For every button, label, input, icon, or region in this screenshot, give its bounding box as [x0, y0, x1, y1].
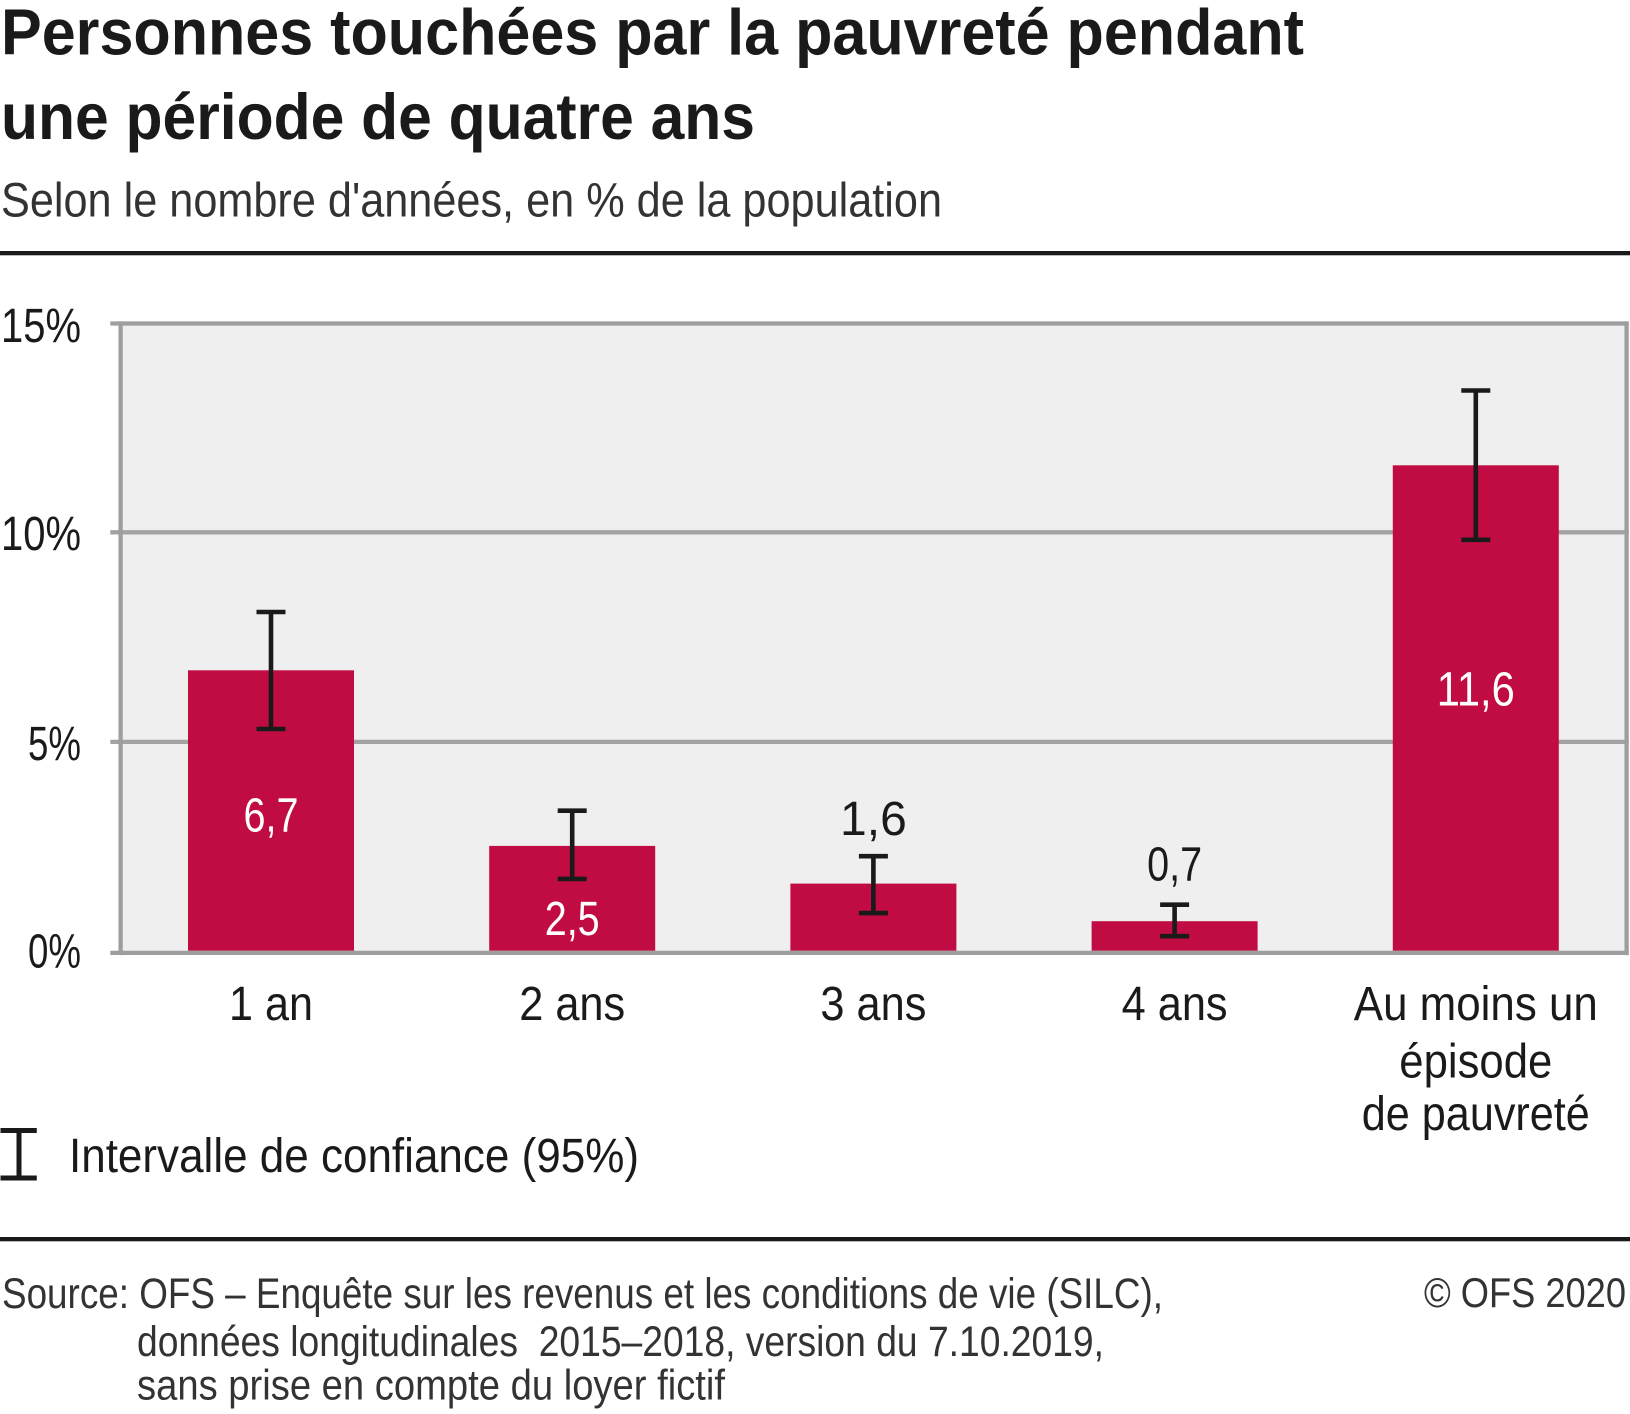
svg-text:15%: 15% — [1, 300, 81, 353]
svg-text:1 an: 1 an — [229, 978, 313, 1031]
svg-text:2,5: 2,5 — [545, 893, 600, 946]
svg-text:données longitudinales 2015–2: données longitudinales 2015–2018, versio… — [137, 1318, 1104, 1366]
svg-text:Intervalle de confiance (95%): Intervalle de confiance (95%) — [69, 1130, 639, 1183]
svg-text:épisode: épisode — [1399, 1036, 1552, 1089]
svg-text:sans prise en compte du loyer: sans prise en compte du loyer fictif — [137, 1362, 726, 1410]
svg-text:10%: 10% — [1, 508, 81, 561]
svg-text:Au moins un: Au moins un — [1354, 978, 1598, 1031]
svg-text:0,7: 0,7 — [1147, 839, 1202, 892]
svg-text:0%: 0% — [28, 926, 81, 979]
svg-text:de pauvreté: de pauvreté — [1362, 1088, 1590, 1141]
svg-text:© OFS 2020: © OFS 2020 — [1424, 1269, 1626, 1316]
svg-text:Selon le nombre d'années, en %: Selon le nombre d'années, en % de la pop… — [1, 175, 942, 228]
svg-text:6,7: 6,7 — [244, 790, 299, 843]
svg-text:2 ans: 2 ans — [519, 978, 625, 1031]
svg-text:5%: 5% — [28, 718, 81, 771]
svg-text:une période de quatre ans: une période de quatre ans — [1, 80, 755, 153]
svg-text:1,6: 1,6 — [840, 793, 907, 846]
svg-text:4 ans: 4 ans — [1122, 978, 1228, 1031]
svg-text:Personnes touchées par la pauv: Personnes touchées par la pauvreté penda… — [1, 0, 1304, 69]
svg-text:3 ans: 3 ans — [820, 978, 926, 1031]
svg-text:11,6: 11,6 — [1437, 663, 1515, 716]
svg-text:Source: OFS – Enquête sur les: Source: OFS – Enquête sur les revenus et… — [2, 1270, 1163, 1318]
